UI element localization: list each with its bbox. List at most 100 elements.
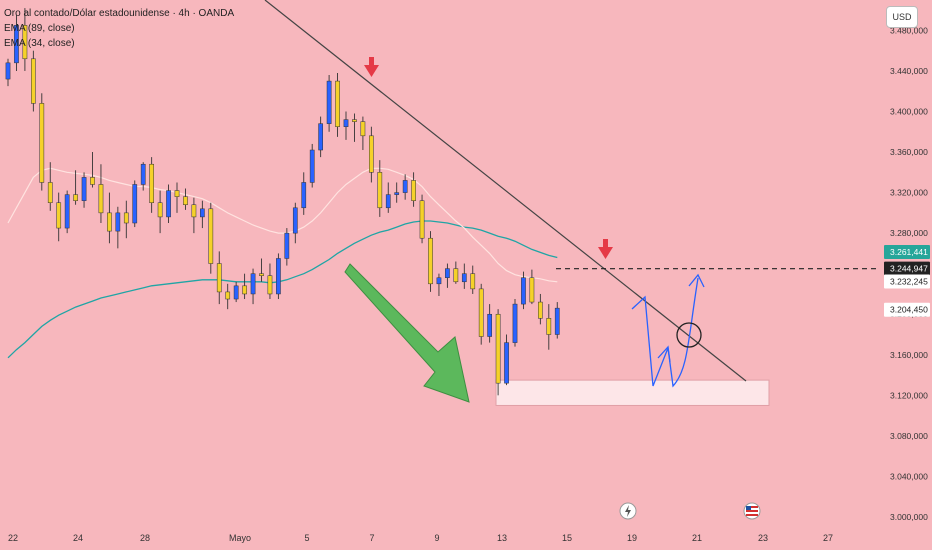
candle-body — [335, 80, 340, 127]
candle[interactable] — [546, 304, 552, 350]
candle[interactable] — [73, 170, 78, 205]
candle[interactable] — [267, 263, 273, 300]
candle[interactable] — [419, 194, 425, 244]
candle[interactable] — [132, 180, 138, 228]
candle[interactable] — [183, 188, 188, 210]
trendline-line[interactable] — [264, 0, 747, 382]
candle[interactable] — [22, 8, 28, 71]
candle[interactable] — [529, 269, 535, 305]
candle[interactable] — [411, 172, 416, 207]
candle[interactable] — [309, 143, 315, 188]
candle[interactable] — [461, 263, 467, 289]
candle[interactable] — [377, 160, 383, 217]
candle[interactable] — [233, 281, 239, 303]
candle[interactable] — [250, 268, 256, 305]
candle[interactable] — [326, 75, 332, 132]
candle-body — [402, 180, 408, 193]
y-tick-label: 3.000,000 — [890, 512, 928, 522]
currency-button[interactable]: USD — [886, 6, 918, 28]
price-label[interactable]: 3.261,441 — [884, 244, 930, 259]
candle[interactable] — [123, 200, 129, 239]
candle[interactable] — [495, 309, 501, 396]
candle-body — [157, 202, 163, 218]
candle[interactable] — [216, 251, 222, 305]
candle[interactable] — [166, 184, 171, 224]
candle[interactable] — [428, 231, 433, 292]
ema89-legend[interactable]: EMA (89, close) — [4, 23, 75, 34]
candle[interactable] — [208, 202, 214, 274]
candle[interactable] — [47, 162, 53, 211]
candle[interactable] — [64, 190, 70, 234]
candle[interactable] — [284, 228, 290, 266]
candle-body — [140, 163, 146, 185]
candle[interactable] — [276, 253, 281, 300]
candle[interactable] — [31, 50, 36, 112]
candle[interactable] — [14, 15, 19, 71]
support-box[interactable] — [495, 379, 770, 406]
candle[interactable] — [98, 164, 104, 224]
candle[interactable] — [512, 299, 518, 347]
candle[interactable] — [81, 172, 87, 208]
y-axis[interactable]: 3.480,000 3.440,000 3.400,000 3.360,000 3.32… — [880, 0, 932, 550]
candle[interactable] — [191, 197, 197, 234]
x-axis[interactable]: 22 24 28 Mayo 5 7 9 13 15 19 21 23 27 — [8, 533, 833, 543]
ema34-legend[interactable]: EMA (34, close) — [4, 38, 75, 49]
candle[interactable] — [504, 334, 509, 386]
candle[interactable] — [352, 113, 357, 142]
candle[interactable] — [385, 182, 391, 213]
x-tick-label: 24 — [73, 533, 83, 543]
candle[interactable] — [301, 172, 307, 215]
candle-body — [47, 182, 53, 203]
candle[interactable] — [402, 174, 408, 200]
candle-body — [39, 103, 45, 183]
candle[interactable] — [335, 72, 340, 137]
projection-path[interactable] — [631, 277, 699, 388]
candle[interactable] — [394, 182, 400, 203]
candle[interactable] — [5, 58, 11, 87]
candle[interactable] — [115, 206, 121, 249]
candle[interactable] — [157, 190, 163, 234]
candle[interactable] — [453, 261, 459, 284]
candle[interactable] — [90, 152, 95, 188]
candle[interactable] — [292, 202, 298, 244]
symbol-title[interactable]: Oro al contado/Dólar estadounidense · 4h… — [4, 8, 235, 19]
candle[interactable] — [445, 263, 450, 288]
candle[interactable] — [318, 116, 323, 158]
us-flag-icon[interactable] — [743, 502, 761, 520]
candle[interactable] — [200, 200, 205, 229]
candle[interactable] — [242, 273, 247, 300]
candle[interactable] — [140, 162, 146, 191]
candle[interactable] — [56, 192, 62, 242]
candle[interactable] — [538, 293, 543, 325]
candle[interactable] — [521, 271, 526, 310]
candle[interactable] — [174, 182, 180, 213]
trendline[interactable] — [264, 0, 747, 382]
red-arrow-right[interactable] — [598, 239, 613, 259]
flash-icon[interactable] — [619, 502, 637, 520]
red-arrow-top[interactable] — [364, 57, 379, 77]
candle[interactable] — [225, 283, 231, 310]
candle[interactable] — [39, 93, 45, 191]
candle[interactable] — [107, 192, 112, 244]
candle[interactable] — [360, 116, 366, 151]
candle[interactable] — [478, 283, 484, 345]
price-label[interactable]: 3.244,947 — [884, 261, 930, 276]
candle[interactable] — [470, 265, 476, 294]
target-circle[interactable] — [676, 322, 702, 348]
candle[interactable] — [436, 273, 442, 296]
candle-body — [132, 184, 138, 224]
candle[interactable] — [554, 302, 560, 339]
candle[interactable] — [343, 111, 349, 140]
candle-body — [385, 194, 391, 209]
candle[interactable] — [369, 126, 374, 183]
ema34-polyline[interactable] — [7, 167, 558, 283]
ema89-polyline[interactable] — [7, 220, 558, 359]
price-label[interactable]: 3.232,245 — [884, 274, 930, 289]
candle[interactable] — [487, 304, 492, 343]
candle[interactable] — [259, 258, 264, 282]
candle-body — [301, 182, 307, 209]
green-down-arrow[interactable] — [344, 263, 470, 403]
candle[interactable] — [149, 157, 155, 213]
price-label[interactable]: 3.204,450 — [884, 302, 930, 317]
